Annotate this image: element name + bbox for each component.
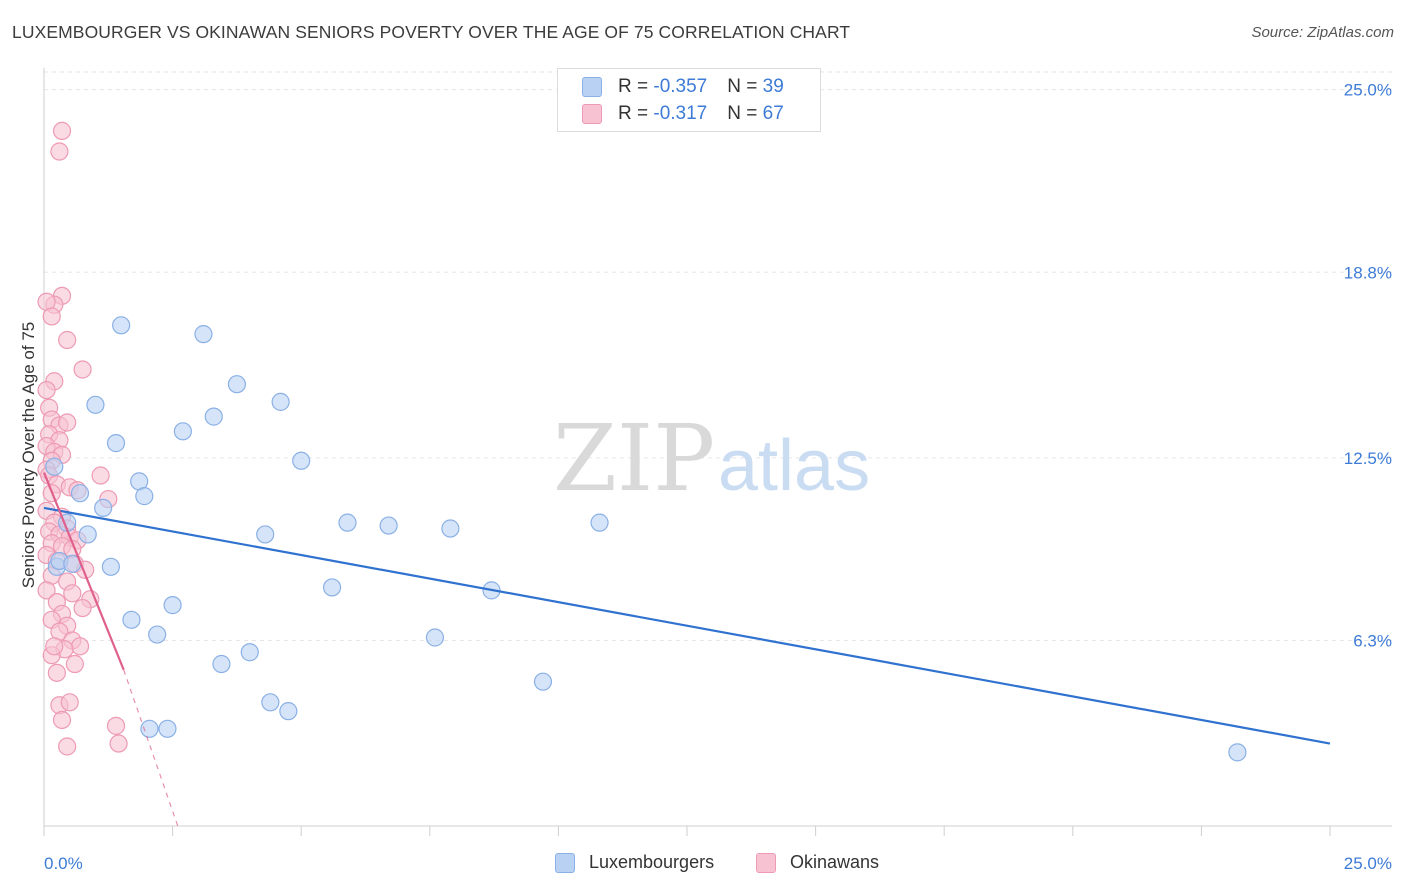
okinawan-trend-extension — [123, 669, 179, 827]
luxembourger-point — [204, 407, 223, 426]
luxembourger-point — [379, 516, 398, 535]
luxembourger-point — [279, 702, 298, 721]
luxembourger-point — [194, 325, 213, 344]
okinawan-point — [58, 413, 77, 432]
okinawan-point — [65, 654, 84, 674]
luxembourger-point — [101, 557, 120, 576]
okinawan-point — [73, 360, 92, 379]
legend-r-label: R = — [618, 76, 654, 97]
watermark-atlas: atlas — [718, 426, 870, 506]
luxembourger-trend-line — [43, 506, 1331, 745]
okinawan-point — [47, 663, 66, 682]
chart-title: LUXEMBOURGER VS OKINAWAN SENIORS POVERTY… — [12, 22, 851, 42]
legend-r-label: R = — [618, 103, 654, 124]
okinawan-point — [60, 693, 79, 712]
watermark-zip: ZIP — [553, 405, 715, 512]
luxembourger-point — [135, 487, 154, 506]
okinawan-point — [58, 330, 77, 350]
luxembourger-point — [212, 654, 231, 674]
luxembourger-point — [70, 484, 90, 503]
legend-n-value: 39 — [762, 76, 784, 97]
legend-item-luxembourgers: Luxembourgers — [555, 852, 714, 873]
luxembourger-point — [261, 693, 280, 712]
source-label: Source: ZipAtlas.com — [1251, 24, 1394, 41]
legend-label: Luxembourgers — [589, 852, 715, 872]
y-tick-label: 25.0% — [1344, 81, 1392, 100]
x-tick-label: 25.0% — [1344, 854, 1392, 873]
okinawan-point — [50, 142, 69, 161]
correlation-legend: R = -0.357 N = 39 R = -0.317 N = 67 — [557, 68, 821, 132]
luxembourger-point — [441, 519, 460, 538]
x-tick-labels: 0.0% 25.0% — [44, 854, 1392, 873]
luxembourger-point — [256, 525, 275, 544]
grid-lines — [44, 71, 1392, 641]
legend-swatch-blue — [582, 77, 602, 97]
y-tick-label: 18.8% — [1344, 263, 1392, 282]
okinawan-point — [42, 307, 61, 326]
legend-row-okinawans: R = -0.317 N = 67 — [582, 102, 784, 126]
okinawan-point — [73, 598, 92, 618]
legend-item-okinawans: Okinawans — [756, 852, 879, 873]
okinawan-point — [70, 637, 90, 656]
luxembourger-point — [163, 596, 182, 615]
okinawan-point — [106, 716, 126, 735]
luxembourger-point — [94, 498, 113, 518]
luxembourger-point — [1228, 743, 1247, 762]
y-tick-label: 12.5% — [1344, 449, 1392, 468]
okinawan-point — [91, 466, 110, 485]
legend-r-value: -0.357 — [653, 76, 708, 97]
legend-r-value: -0.317 — [653, 103, 708, 124]
luxembourger-point — [45, 457, 64, 476]
luxembourger-point — [227, 375, 246, 394]
y-axis-label: Seniors Poverty Over the Age of 75 — [19, 322, 38, 588]
luxembourger-point — [271, 392, 290, 411]
luxembourger-point — [292, 451, 311, 470]
x-tick-label: 0.0% — [44, 854, 83, 873]
okinawan-point — [109, 734, 128, 753]
luxembourger-point — [86, 395, 105, 414]
okinawan-point — [52, 121, 72, 141]
luxembourger-point — [122, 610, 141, 629]
okinawan-point — [37, 581, 56, 600]
legend-n-label: N = — [727, 76, 763, 97]
y-tick-label: 6.3% — [1353, 631, 1392, 650]
legend-row-luxembourgers: R = -0.357 N = 39 — [582, 75, 784, 99]
okinawan-point — [45, 637, 64, 656]
legend-n-value: 67 — [762, 103, 784, 124]
luxembourger-point — [338, 513, 357, 532]
luxembourger-point — [112, 316, 131, 335]
luxembourger-point — [322, 578, 342, 597]
okinawan-trend-line — [42, 472, 125, 671]
legend-swatch-pink — [582, 104, 602, 124]
okinawan-point — [37, 380, 56, 400]
okinawan-point — [52, 710, 72, 730]
luxembourger-point — [533, 672, 553, 691]
luxembourger-point — [590, 513, 609, 532]
luxembourger-point — [158, 719, 177, 738]
luxembourger-point — [140, 719, 159, 738]
okinawan-point — [63, 584, 82, 603]
luxembourger-point — [173, 422, 192, 441]
luxembourger-point — [425, 628, 445, 647]
legend-n-label: N = — [727, 103, 763, 124]
luxembourger-point — [240, 643, 259, 662]
luxembourger-point — [106, 434, 126, 453]
trend-lines — [42, 472, 1331, 827]
legend-label: Okinawans — [790, 852, 880, 872]
watermark: ZIP atlas — [553, 405, 870, 512]
legend-swatch-pink — [756, 852, 776, 873]
luxembourger-point — [78, 525, 97, 544]
okinawan-point — [58, 737, 77, 756]
y-tick-labels: 6.3% 12.5% 18.8% 25.0% — [1344, 81, 1392, 651]
legend-swatch-blue — [555, 852, 575, 873]
luxembourger-point — [148, 625, 167, 644]
